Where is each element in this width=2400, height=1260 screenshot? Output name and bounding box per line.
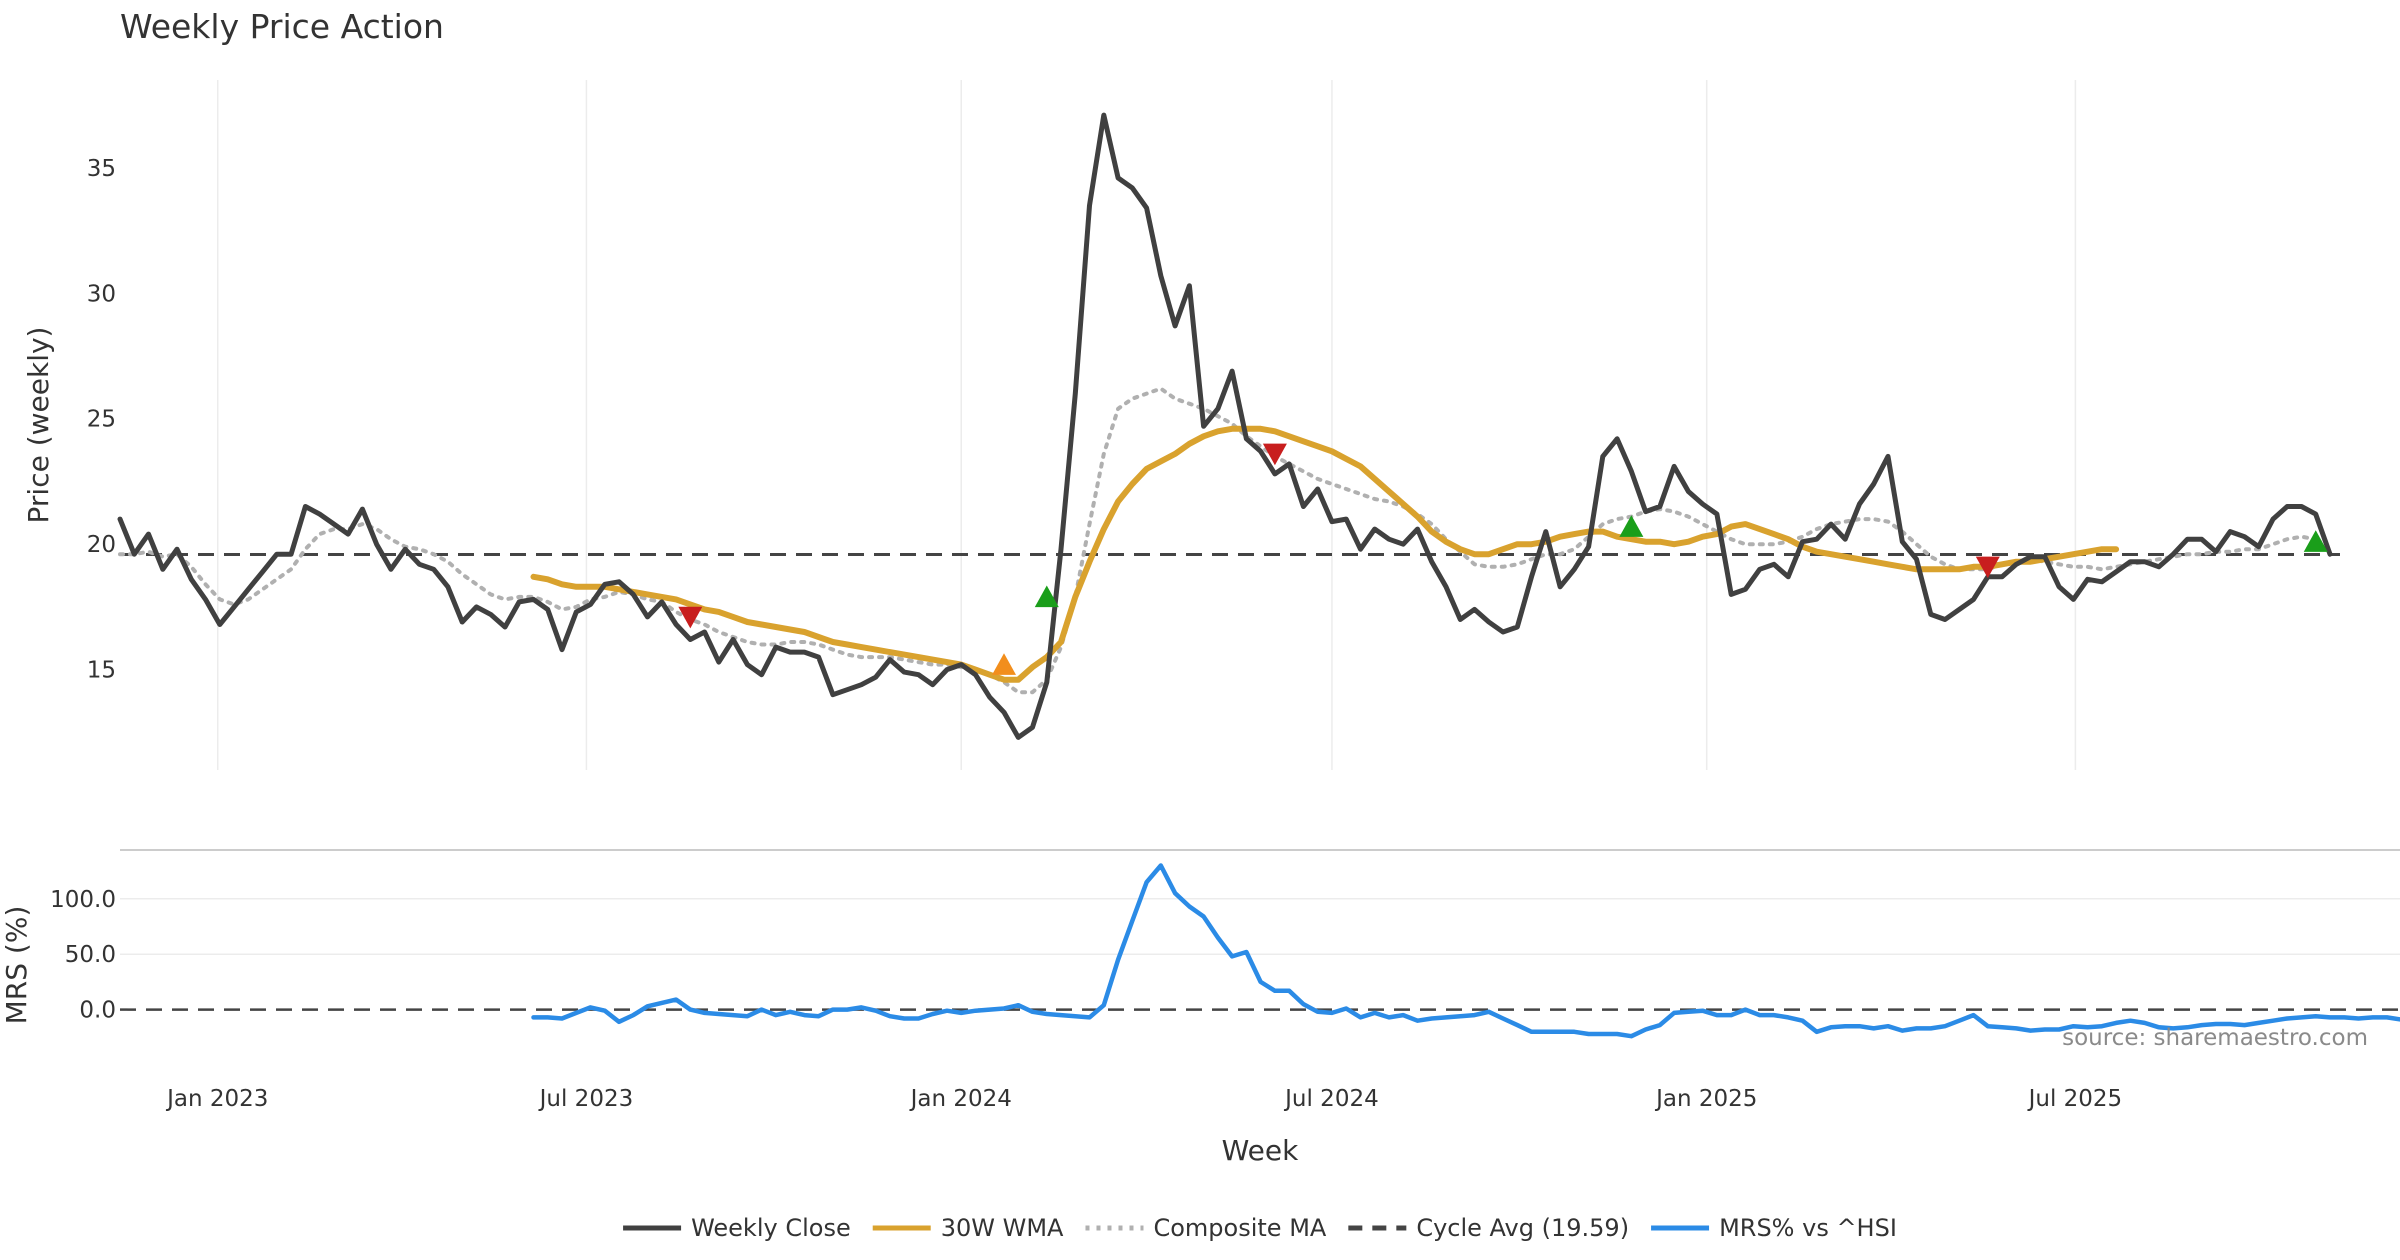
sell-signal-marker-0 <box>678 606 703 629</box>
signal-markers <box>678 443 2328 675</box>
x-tick-3: Jul 2024 <box>1283 1086 1379 1112</box>
buy-signal-marker-1 <box>992 653 1016 675</box>
mrs-y-axis-label: MRS (%) <box>0 906 33 1025</box>
x-tick-4: Jan 2025 <box>1654 1086 1757 1112</box>
legend: Weekly Close 30W WMA Composite MA Cycle Avg… <box>623 1214 1897 1242</box>
price-y-tick-2: 25 <box>87 407 116 433</box>
mrs-gridlines <box>120 898 2400 955</box>
series-mrs-vs-hsi <box>531 863 2400 1039</box>
sell-signal-marker-5 <box>1975 556 2000 579</box>
legend-label-4: MRS% vs ^HSI <box>1719 1214 1897 1242</box>
price-y-tick-4: 35 <box>87 156 116 182</box>
mrs-y-ticks: 0.0 50.0 100.0 <box>50 887 116 1024</box>
legend-label-0: Weekly Close <box>691 1214 851 1242</box>
series-weekly-close <box>117 112 2333 740</box>
mrs-series <box>120 863 2400 1039</box>
x-tick-1: Jul 2023 <box>538 1086 634 1112</box>
buy-signal-marker-4 <box>1619 515 1644 537</box>
x-tick-2: Jan 2024 <box>909 1086 1012 1112</box>
x-axis-label: Week <box>1222 1134 1299 1167</box>
legend-label-3: Cycle Avg (19.59) <box>1416 1214 1629 1242</box>
mrs-y-tick-0: 0.0 <box>79 998 116 1024</box>
price-gridlines <box>217 80 2077 770</box>
price-panel: Weekly Price Action 15 20 25 30 35 Price (we… <box>22 7 2340 770</box>
price-y-tick-0: 15 <box>87 658 116 684</box>
price-y-tick-1: 20 <box>87 532 116 558</box>
mrs-panel: 0.0 50.0 100.0 MRS (%) source: sharemaestr… <box>0 849 2400 1167</box>
price-series <box>117 112 2340 740</box>
mrs-y-tick-1: 50.0 <box>65 942 116 968</box>
mrs-y-tick-2: 100.0 <box>50 887 116 913</box>
price-y-ticks: 15 20 25 30 35 <box>87 156 116 684</box>
legend-label-2: Composite MA <box>1153 1214 1326 1242</box>
x-tick-5: Jul 2025 <box>2027 1086 2123 1112</box>
price-y-axis-label: Price (weekly) <box>22 327 55 524</box>
series-composite-ma <box>118 386 2318 695</box>
x-tick-0: Jan 2023 <box>165 1086 268 1112</box>
legend-label-1: 30W WMA <box>941 1214 1064 1242</box>
series-30w-wma <box>530 425 2120 683</box>
price-y-tick-3: 30 <box>87 281 116 307</box>
source-note: source: sharemaestro.com <box>2062 1025 2368 1051</box>
x-axis-ticks: Jan 2023 Jul 2023 Jan 2024 Jul 2024 Jan 2025… <box>165 1086 2122 1112</box>
sell-signal-marker-3 <box>1262 443 1287 466</box>
buy-signal-marker-6 <box>2303 530 2328 552</box>
buy-signal-marker-2 <box>1034 585 1059 608</box>
chart-title: Weekly Price Action <box>120 7 444 46</box>
